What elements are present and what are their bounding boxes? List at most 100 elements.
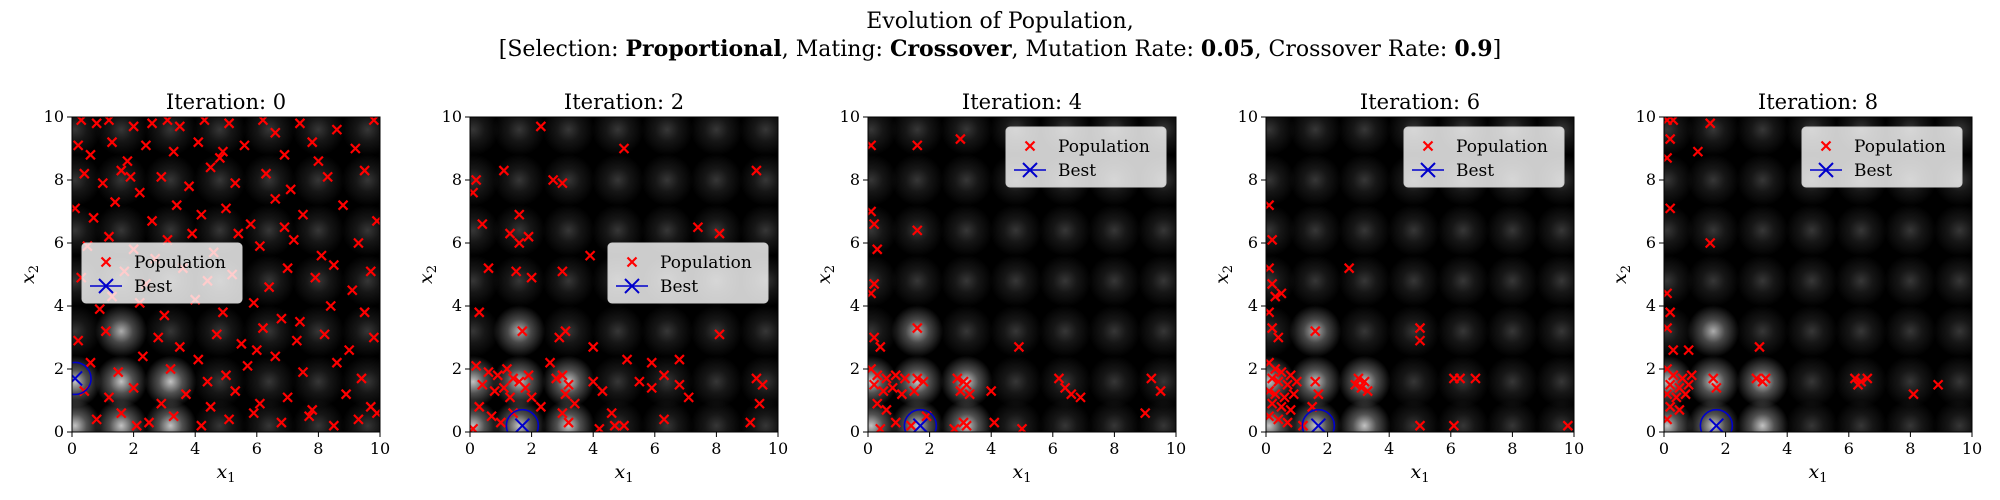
population-point	[316, 250, 327, 261]
population-point	[205, 162, 216, 173]
population-point	[137, 351, 149, 362]
landscape-peak	[868, 117, 898, 156]
landscape-peak	[1387, 399, 1440, 432]
title-part-4: , Mutation Rate:	[1012, 37, 1201, 62]
y-tick-label: 0	[850, 422, 860, 441]
landscape-peak	[1664, 154, 1694, 206]
landscape-peak	[1535, 254, 1574, 307]
landscape-peak	[1687, 154, 1740, 206]
legend-best-label: Best	[660, 277, 698, 297]
population-point	[517, 325, 528, 337]
population-point	[912, 373, 923, 384]
population-point	[322, 171, 333, 183]
title-part-2: , Mating:	[782, 37, 890, 62]
title-part-6: , Crossover Rate:	[1255, 37, 1455, 62]
y-tick-label: 0	[1248, 422, 1258, 441]
y-axis-label: x2	[17, 265, 42, 284]
best-circle	[903, 408, 938, 432]
x-tick-label: 8	[313, 439, 323, 458]
population-point	[205, 401, 216, 413]
best-marker	[903, 408, 938, 432]
landscape-peak	[470, 305, 500, 358]
population-point	[331, 124, 343, 135]
title-part-1: Proportional	[626, 36, 782, 62]
landscape-peak	[493, 204, 546, 257]
population-point	[1282, 417, 1293, 428]
population-point	[878, 385, 889, 397]
population-point	[881, 373, 892, 384]
landscape-peak	[542, 204, 595, 257]
landscape-peak	[341, 154, 380, 206]
landscape-peak	[1933, 399, 1972, 432]
population-point	[211, 329, 223, 340]
population-point	[251, 344, 263, 356]
landscape-peak	[1687, 117, 1740, 156]
population-point	[899, 373, 911, 384]
landscape-peak	[1338, 204, 1391, 257]
y-tick-label: 10	[1238, 107, 1258, 126]
population-point	[106, 136, 118, 148]
landscape-peak	[144, 154, 197, 206]
landscape-peak	[292, 305, 345, 358]
best-marker	[1301, 408, 1336, 432]
population-point	[94, 303, 105, 315]
population-point	[905, 420, 917, 431]
population-point	[193, 136, 204, 148]
landscape-peak	[95, 305, 148, 358]
landscape-peak	[1289, 254, 1342, 307]
landscape-peak	[1387, 254, 1440, 307]
title-part-8: ]	[1493, 37, 1502, 62]
population-point	[1279, 392, 1290, 403]
best-point	[72, 370, 83, 387]
landscape-peak	[1088, 355, 1141, 408]
landscape-peak	[1137, 305, 1176, 358]
landscape-peak	[1437, 305, 1490, 358]
x-tick-label: 4	[190, 439, 200, 458]
population-point	[1686, 370, 1697, 381]
population-point	[1269, 291, 1281, 302]
landscape-peak	[1687, 305, 1740, 358]
landscape-peak	[243, 154, 296, 206]
population-point	[146, 118, 158, 129]
landscape-peak	[144, 117, 197, 156]
landscape-peak	[144, 305, 197, 358]
population-point	[1313, 388, 1324, 400]
landscape-peak	[868, 204, 898, 257]
population-point	[514, 237, 525, 249]
population-point	[276, 313, 287, 324]
legend-box	[1005, 126, 1167, 188]
population-point	[270, 193, 281, 205]
population-point	[751, 165, 762, 176]
x-tick-label: 2	[925, 439, 935, 458]
population-point	[498, 165, 510, 176]
landscape-peak	[542, 399, 595, 432]
population-point	[1066, 388, 1077, 400]
x-tick-label: 2	[129, 439, 139, 458]
landscape-peak	[1736, 254, 1789, 307]
landscape-peak	[1535, 305, 1574, 358]
population-point	[1562, 420, 1574, 431]
population-point	[359, 307, 370, 318]
population-point	[1664, 203, 1676, 214]
landscape-peak	[591, 117, 644, 156]
y-tick-label: 6	[850, 233, 860, 252]
population-point	[658, 414, 670, 425]
landscape-peak	[493, 154, 546, 206]
landscape-peak	[1664, 305, 1694, 358]
population-point	[1075, 392, 1086, 403]
y-tick-label: 4	[850, 296, 860, 315]
landscape-peak	[1486, 305, 1539, 358]
landscape-peak	[1437, 254, 1490, 307]
population-point	[1343, 262, 1355, 274]
population-point	[279, 221, 290, 233]
population-point	[100, 325, 112, 337]
landscape-peak	[989, 254, 1042, 307]
panels: 0 2 4 6 8 10 0 2 4 6 8 10 Iteration: 0 x1 x2 Population…	[17, 90, 1982, 486]
x-tick-label: 10	[370, 439, 390, 458]
population-point	[171, 199, 182, 211]
y-tick-label: 2	[452, 359, 462, 378]
population-point	[1266, 398, 1278, 409]
population-point	[156, 398, 167, 409]
title-part-3: Crossover	[890, 36, 1012, 62]
population-point	[1414, 335, 1426, 346]
